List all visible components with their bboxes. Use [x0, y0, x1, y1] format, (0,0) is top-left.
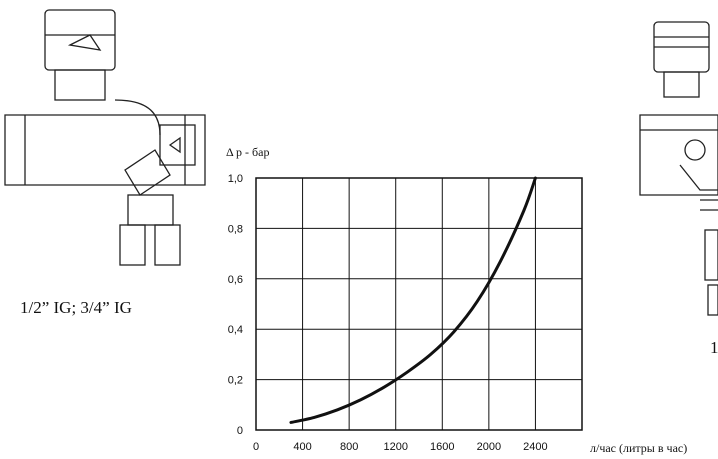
y-tick-label: 0,6 [228, 274, 243, 286]
x-tick-label: 0 [253, 441, 259, 453]
y-tick-label: 0,2 [228, 375, 243, 387]
x-tick-label: 800 [340, 441, 358, 453]
right-valve-caption: 1 [710, 338, 718, 357]
y-tick-label: 0 [237, 425, 243, 437]
x-tick-label: 1600 [430, 441, 454, 453]
right-valve-drawing [639, 21, 718, 316]
pressure-drop-curve [289, 176, 537, 424]
x-tick-label: 1200 [383, 441, 407, 453]
chart-grid [256, 178, 582, 430]
left-valve-caption: 1/2” IG; 3/4” IG [20, 298, 132, 317]
y-tick-label: 0,8 [228, 223, 243, 235]
y-tick-label: 1,0 [228, 173, 243, 185]
x-tick-label: 2000 [477, 441, 501, 453]
y-tick-label: 0,4 [228, 324, 243, 336]
x-tick-label: 2400 [523, 441, 547, 453]
pressure-drop-chart: 0 400 800 1200 1600 2000 2400 0 0,2 0,4 0,6 0,8 1,0… [226, 145, 687, 455]
x-axis-label: л/час (литры в час) [590, 441, 687, 455]
x-tick-labels: 0 400 800 1200 1600 2000 2400 [253, 441, 548, 453]
y-tick-labels: 0 0,2 0,4 0,6 0,8 1,0 [228, 173, 243, 437]
plot-frame [255, 177, 583, 431]
y-axis-label: Δ p - бар [226, 145, 269, 159]
x-tick-label: 400 [293, 441, 311, 453]
left-valve-drawing [4, 9, 206, 266]
